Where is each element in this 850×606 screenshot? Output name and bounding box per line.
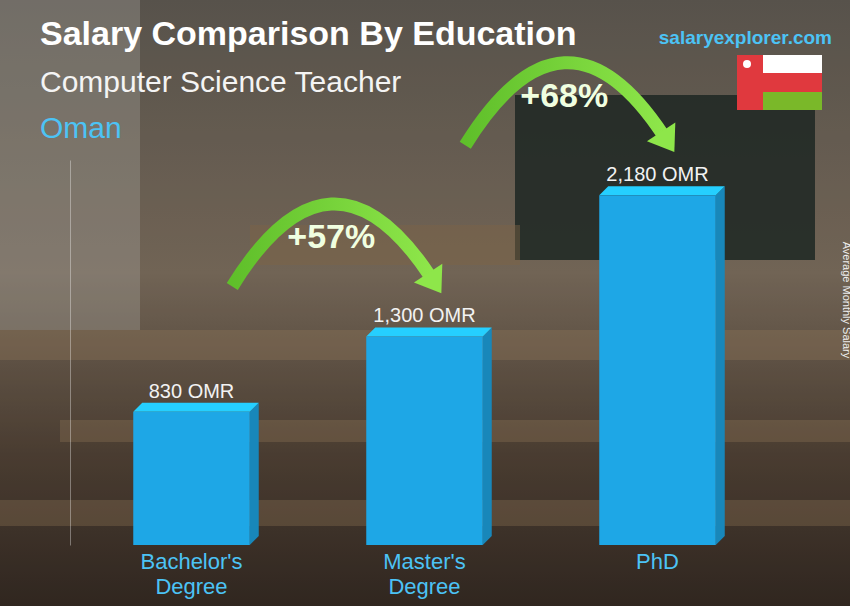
chart-svg: 830 OMR 1,300 OMR 2,180 OMR Bachelor'sDegre… xyxy=(0,0,850,606)
region: Oman xyxy=(40,111,122,144)
bar-side xyxy=(483,327,492,545)
bar-side xyxy=(250,403,259,545)
x-axis-line xyxy=(76,545,775,546)
bar xyxy=(366,336,483,545)
data-label: 830 OMR xyxy=(149,380,235,402)
x-axis: Bachelor'sDegree Master'sDegree PhD xyxy=(76,545,775,599)
arrow-head xyxy=(414,264,442,293)
bars xyxy=(133,186,725,545)
annotation: +68% xyxy=(520,76,608,114)
bar xyxy=(599,195,716,545)
bar xyxy=(133,412,250,545)
x-tick: Master'sDegree xyxy=(383,545,465,599)
y-axis-line xyxy=(70,161,71,546)
title: Salary Comparison By Education xyxy=(40,14,577,52)
background-fill xyxy=(0,0,850,606)
annotation: +57% xyxy=(287,217,375,255)
data-label: 1,300 OMR xyxy=(373,304,475,326)
bar-top xyxy=(133,403,259,412)
arrow-curve xyxy=(232,204,430,287)
subtitle: Computer Science Teacher xyxy=(40,65,401,98)
x-tick-label: Bachelor'sDegree xyxy=(140,549,242,599)
flag xyxy=(737,55,822,110)
bar-top xyxy=(599,186,725,195)
x-tick: Bachelor'sDegree xyxy=(140,545,242,599)
background xyxy=(0,0,850,606)
growth-arrow: +68% xyxy=(465,63,675,152)
arrow-head xyxy=(647,123,675,152)
background-shade xyxy=(0,0,850,606)
flag-band xyxy=(737,55,763,110)
source: salaryexplorer.com xyxy=(659,27,832,48)
y-axis xyxy=(70,161,71,546)
bar-top xyxy=(366,327,492,336)
arrow-curve xyxy=(465,63,663,146)
bar-side xyxy=(716,186,725,545)
growth-arrow: +57% xyxy=(232,204,442,293)
data-label: 2,180 OMR xyxy=(606,163,708,185)
flag-emblem xyxy=(743,60,751,68)
x-tick-label: PhD xyxy=(636,549,679,574)
y-label: Average Monthly Salary xyxy=(841,242,850,359)
x-tick: PhD xyxy=(636,545,679,574)
x-tick-label: Master'sDegree xyxy=(383,549,465,599)
